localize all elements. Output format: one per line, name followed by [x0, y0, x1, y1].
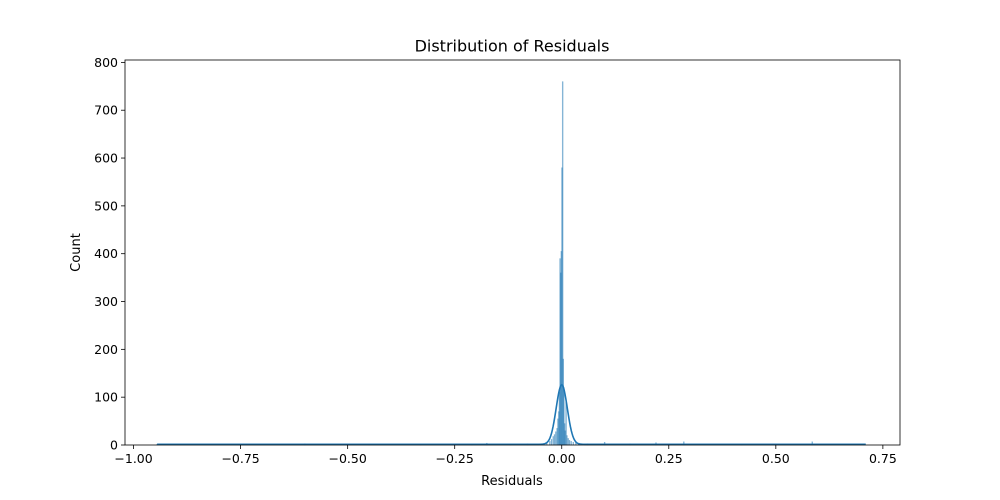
histogram-bar [570, 441, 572, 446]
y-tick-label: 0 [110, 438, 118, 453]
y-tick-label: 200 [94, 342, 118, 357]
histogram-bars [156, 81, 865, 446]
histogram-bar [567, 438, 569, 446]
y-tick-label: 500 [94, 198, 118, 213]
x-tick-label: 0.50 [762, 451, 790, 466]
kde-curve [157, 383, 866, 446]
y-axis-label: Count [69, 233, 84, 272]
chart-title: Distribution of Residuals [415, 37, 610, 56]
histogram-bar [555, 431, 557, 446]
y-tick-label: 300 [94, 294, 118, 309]
y-tick-label: 400 [94, 246, 118, 261]
histogram-bar [572, 441, 575, 446]
x-axis-label: Residuals [481, 474, 543, 489]
y-tick-label: 800 [94, 55, 118, 70]
histogram-bar [568, 440, 571, 446]
y-tick-label: 100 [94, 390, 118, 405]
x-tick-label: −1.00 [114, 451, 152, 466]
x-tick-label: −0.25 [436, 451, 474, 466]
y-tick-label: 600 [94, 151, 118, 166]
histogram-bar [553, 434, 556, 446]
y-axis: 0 100 200 300 400 500 600 700 800 [94, 55, 125, 453]
x-tick-label: −0.50 [328, 451, 366, 466]
plot-frame [124, 59, 901, 446]
x-axis: −1.00 −0.75 −0.50 −0.25 0.00 0.25 0.50 0.75 [114, 445, 897, 466]
histogram-bar [550, 439, 553, 446]
histogram-bar [552, 436, 554, 446]
kde-curve-group [157, 383, 866, 446]
x-tick-label: 0.00 [548, 451, 576, 466]
x-tick-label: −0.75 [221, 451, 259, 466]
histogram-bar [566, 435, 568, 446]
x-tick-label: 0.75 [869, 451, 897, 466]
x-tick-label: 0.25 [655, 451, 683, 466]
y-tick-label: 700 [94, 103, 118, 118]
histogram-bar [549, 441, 551, 446]
